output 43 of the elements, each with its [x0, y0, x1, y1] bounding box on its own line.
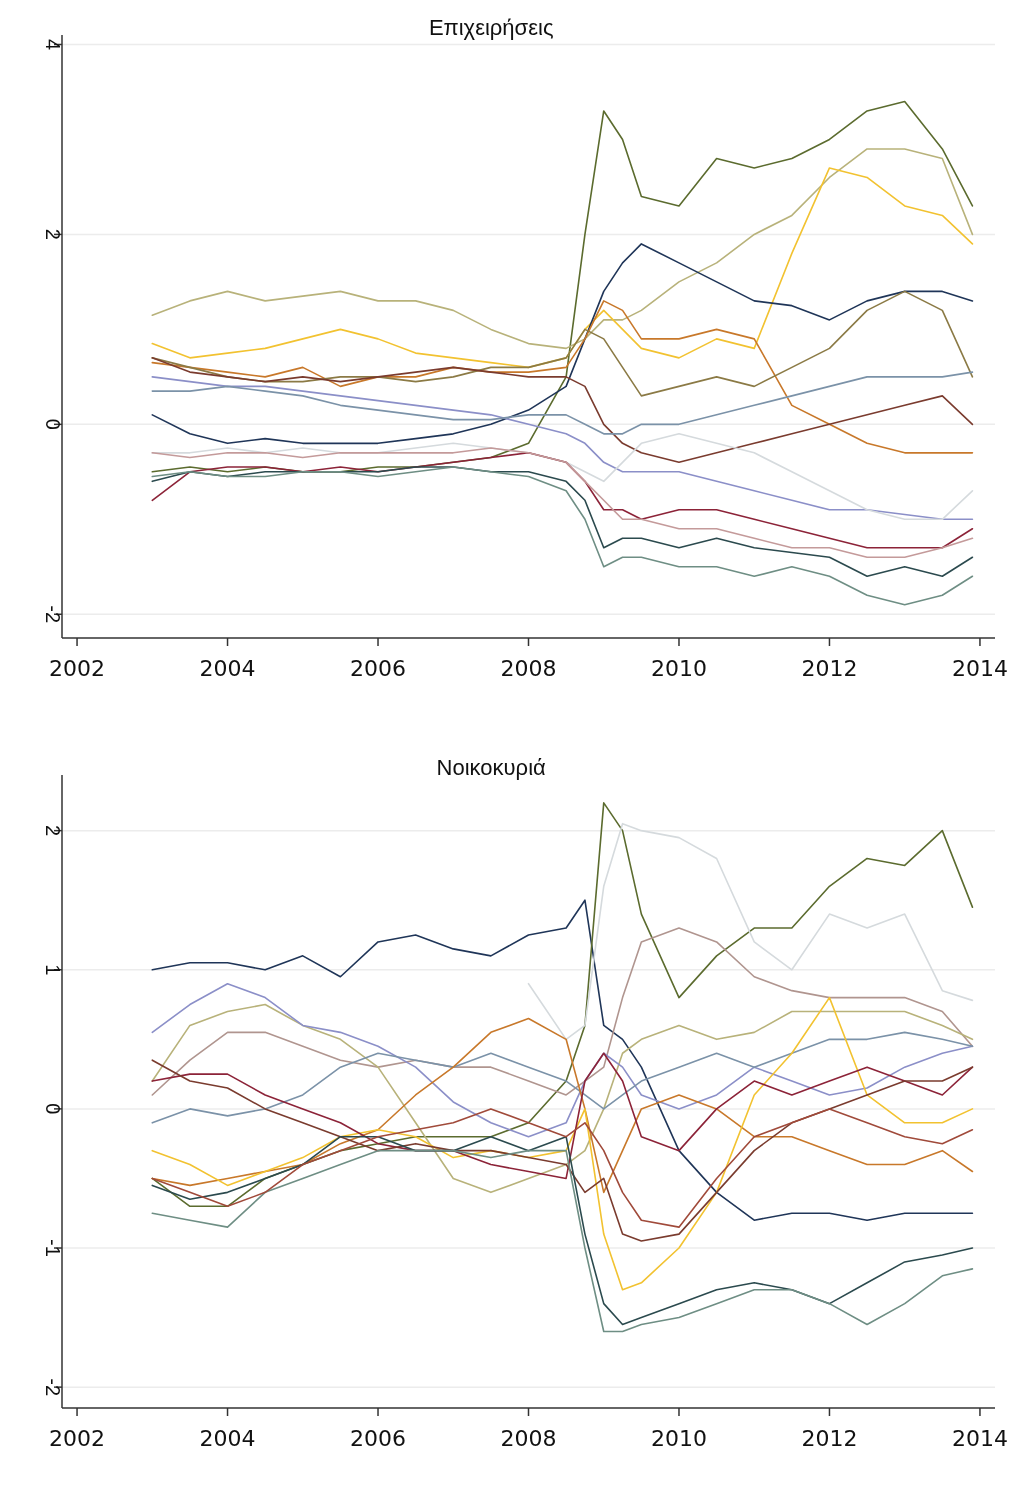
y-tick-label: 0 — [42, 418, 64, 430]
line-series — [151, 1052, 974, 1180]
line-series — [151, 167, 974, 369]
line-series — [151, 927, 974, 1096]
x-tick-label: 2004 — [199, 656, 256, 681]
line-series — [151, 1108, 974, 1228]
x-tick-label: 2002 — [49, 1426, 106, 1451]
x-tick-label: 2014 — [951, 1426, 1008, 1451]
line-series — [151, 899, 974, 1221]
x-tick-label: 2002 — [49, 656, 106, 681]
x-tick-label: 2012 — [801, 1426, 858, 1451]
y-tick-label: 2 — [42, 228, 64, 240]
x-tick-label: 2014 — [951, 656, 1008, 681]
y-tick-label: -1 — [42, 1239, 64, 1257]
line-series — [151, 371, 974, 435]
x-tick-label: 2010 — [650, 1426, 707, 1451]
x-tick-label: 2008 — [500, 1426, 557, 1451]
line-series — [151, 357, 974, 464]
y-tick-label: 2 — [42, 825, 64, 837]
x-tick-label: 2010 — [650, 656, 707, 681]
line-series — [151, 1031, 974, 1124]
line-series — [151, 376, 974, 521]
line-series — [151, 243, 974, 445]
chart-title: Επιχειρήσεις — [428, 15, 554, 40]
y-tick-label: -2 — [42, 605, 64, 624]
y-tick-label: 4 — [42, 38, 64, 51]
y-tick-label: -2 — [42, 1378, 64, 1397]
y-tick-label: 0 — [42, 1103, 64, 1115]
line-series — [151, 982, 974, 1138]
line-series — [151, 148, 974, 350]
line-series — [151, 466, 974, 606]
line-series — [151, 996, 974, 1291]
line-series — [151, 1059, 974, 1242]
x-tick-label: 2006 — [350, 1426, 407, 1451]
x-tick-label: 2004 — [199, 1426, 256, 1451]
x-tick-label: 2008 — [500, 656, 557, 681]
line-series — [151, 802, 974, 1208]
x-tick-label: 2006 — [350, 656, 407, 681]
chart-title: Νοικοκυριά — [436, 755, 547, 780]
line-series — [151, 300, 974, 454]
y-tick-label: 1 — [42, 964, 64, 976]
line-series — [527, 822, 974, 1041]
x-tick-label: 2012 — [801, 656, 858, 681]
